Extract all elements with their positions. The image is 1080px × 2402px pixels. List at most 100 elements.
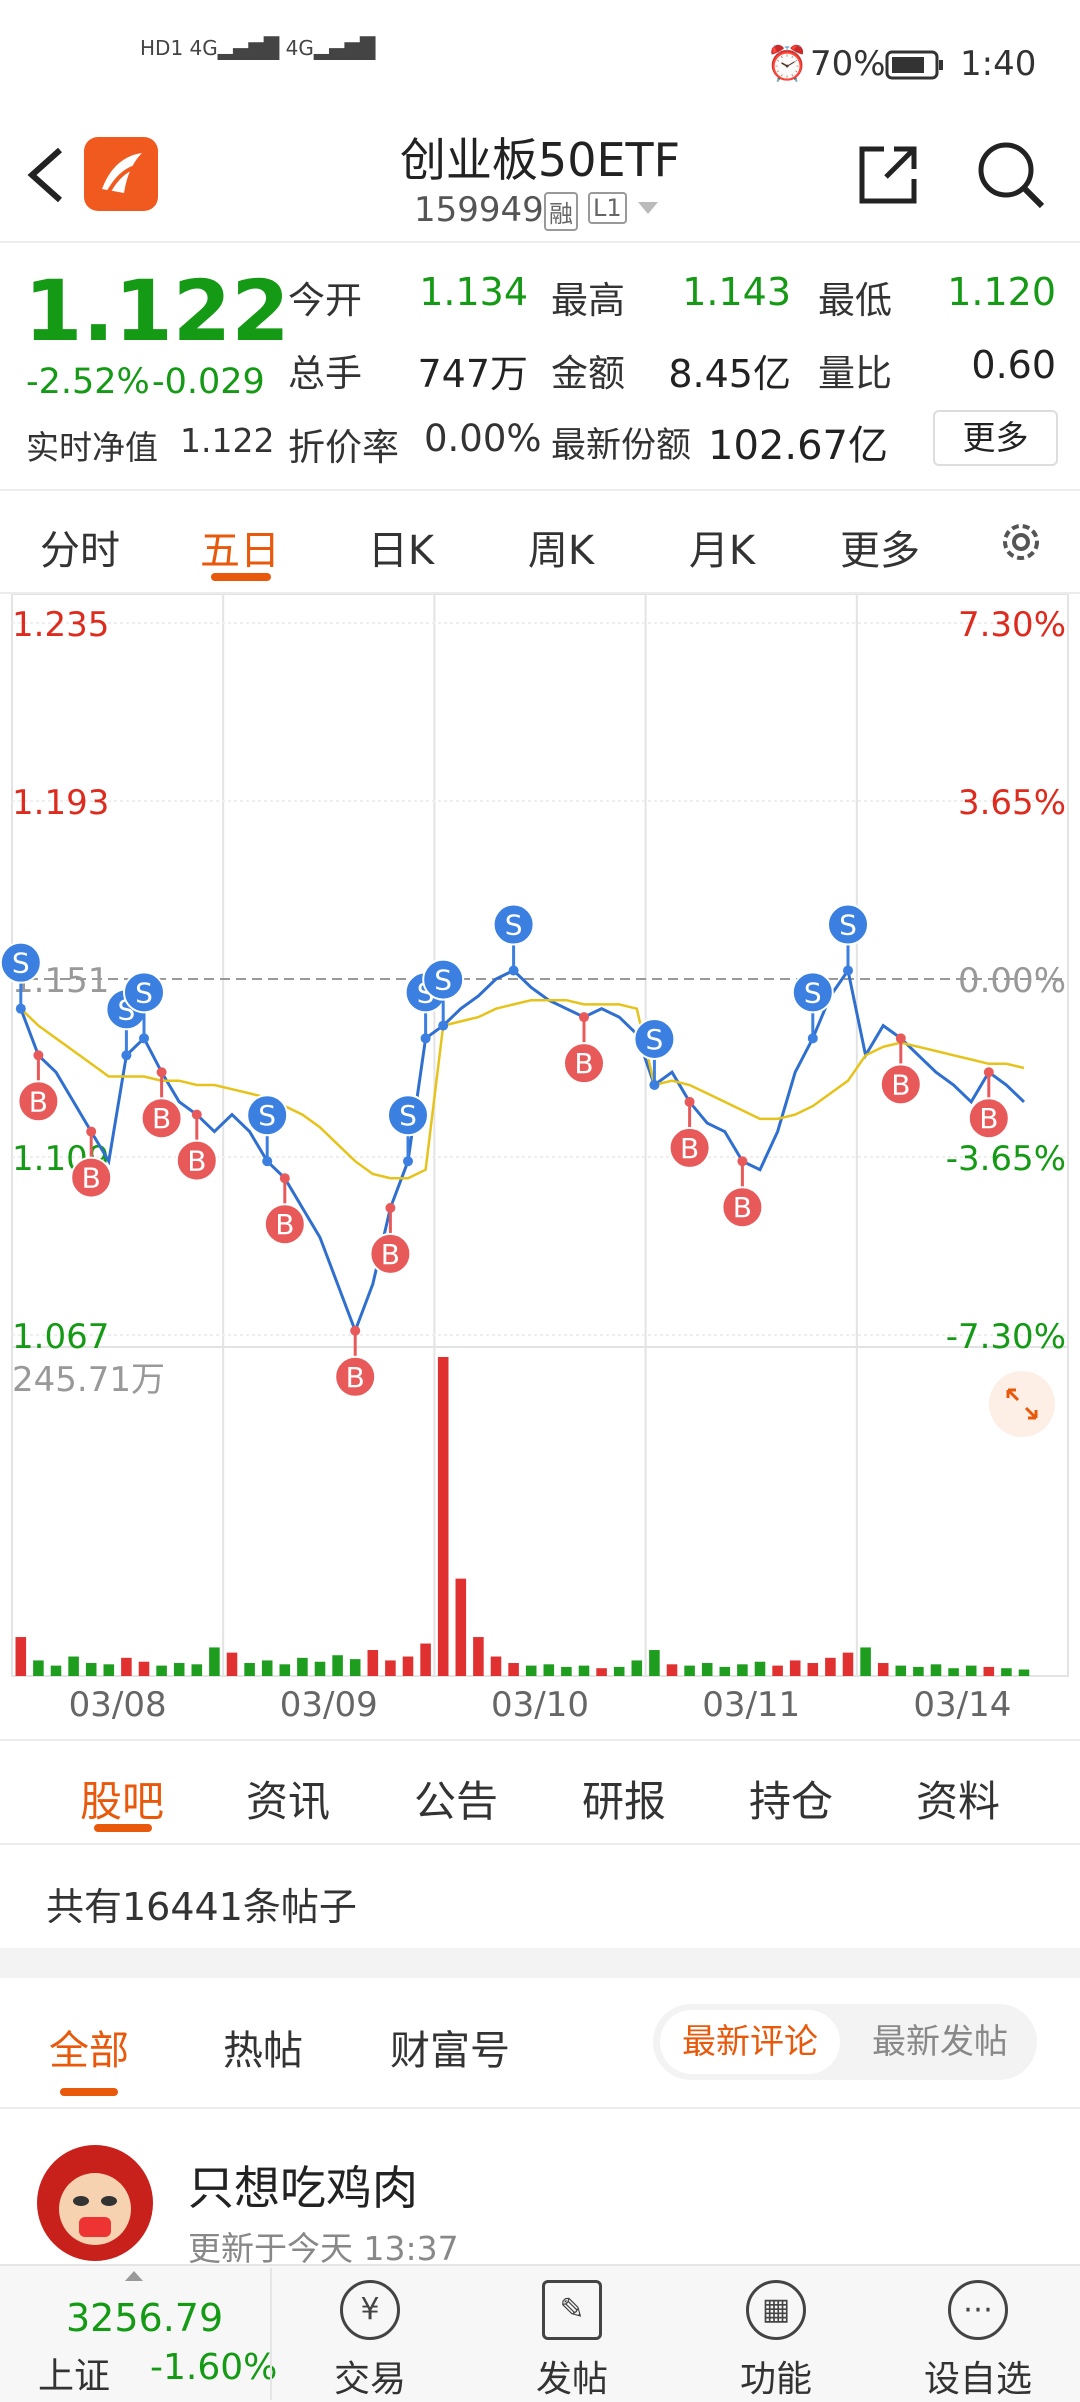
search-button[interactable]: [976, 140, 1046, 210]
volume-bar: [508, 1663, 519, 1676]
chart-tab[interactable]: 更多: [840, 528, 920, 574]
forum-tab[interactable]: 持仓: [748, 1777, 834, 1826]
alarm-icon: ⏰: [766, 44, 809, 84]
button-label[interactable]: 设自选: [923, 2359, 1033, 2400]
marker-dot: [350, 1325, 361, 1336]
volume-bar: [1018, 1669, 1030, 1676]
stat-value: 0.60: [971, 343, 1056, 387]
volume-bar: [825, 1657, 836, 1676]
volume-tick-label: 245.71万: [12, 1360, 165, 1400]
trade-marker-label: S: [646, 1023, 664, 1056]
avatar[interactable]: [35, 2143, 155, 2263]
forum-tab[interactable]: 资讯: [245, 1777, 331, 1826]
volume-bar: [807, 1663, 819, 1676]
chart-tab[interactable]: 分时: [40, 528, 120, 574]
y2-tick-label: -3.65%: [946, 1139, 1066, 1179]
price-line: [19, 966, 1026, 1336]
volume-bar: [50, 1665, 62, 1676]
volume-bar: [877, 1663, 889, 1676]
forum-tab[interactable]: 资料: [915, 1777, 1001, 1826]
volume-bar: [543, 1664, 555, 1676]
button-icon[interactable]: ✎: [542, 2280, 602, 2340]
trade-marker: [246, 1094, 289, 1137]
button-icon[interactable]: ⋯: [948, 2280, 1008, 2340]
more-button[interactable]: 更多: [933, 410, 1058, 466]
chart-tab[interactable]: 五日: [200, 528, 280, 574]
button-icon[interactable]: ¥: [340, 2280, 400, 2340]
trade-marker-label: S: [135, 976, 153, 1009]
marker-dot: [895, 1033, 906, 1044]
stock-title: 创业板50ETF: [399, 133, 681, 187]
marker-dot: [191, 1109, 202, 1120]
back-button[interactable]: [22, 145, 72, 205]
sub-tab[interactable]: 热帖: [223, 2028, 303, 2074]
y2-tick-label: 3.65%: [958, 783, 1066, 823]
dropdown-arrow[interactable]: [636, 200, 660, 216]
post-time: 更新于今天 13:37: [188, 2229, 459, 2268]
index-change[interactable]: -1.60%: [150, 2347, 278, 2388]
sub-tab[interactable]: 全部: [49, 2028, 129, 2074]
stat-label: 量比: [818, 352, 892, 395]
forum-tab[interactable]: 股吧: [79, 1777, 165, 1826]
volume-bar: [578, 1665, 590, 1676]
volume-bar: [33, 1660, 44, 1676]
divider: [0, 1843, 1080, 1845]
volume-bar: [684, 1665, 695, 1676]
y-tick-label: 1.193: [12, 783, 109, 823]
chart-tab[interactable]: 日K: [367, 528, 435, 574]
marker-dot: [579, 1012, 589, 1023]
marker-dot: [843, 965, 853, 976]
battery-icon: [885, 50, 943, 80]
forum-tab[interactable]: 公告: [413, 1777, 499, 1826]
index-name[interactable]: 上证: [38, 2356, 111, 2397]
button-icon[interactable]: ▦: [746, 2280, 806, 2340]
button-label[interactable]: 交易: [333, 2359, 407, 2400]
sort-latest-post[interactable]: 最新发帖: [872, 2022, 1008, 2062]
trade-marker-label: S: [804, 976, 822, 1009]
tab-underline: [211, 573, 271, 581]
divider: [0, 241, 1080, 243]
volume-bar: [842, 1652, 854, 1676]
nav-value: 1.122: [180, 421, 275, 460]
marker-dot: [684, 1096, 695, 1107]
plot-frame: [11, 594, 1069, 1677]
marker-dot: [438, 1020, 449, 1031]
chart-tab[interactable]: 周K: [527, 528, 595, 574]
forum-tab[interactable]: 研报: [581, 1777, 667, 1826]
chart: 1.2351.1931.1511.1091.0677.30%3.65%0.00%…: [0, 594, 1069, 1725]
button-label[interactable]: 发帖: [535, 2359, 609, 2400]
sub-tab[interactable]: 财富号: [390, 2028, 510, 2074]
trade-marker-label: B: [82, 1162, 101, 1195]
volume-bar: [930, 1664, 942, 1676]
volume-bar: [666, 1664, 678, 1676]
chart-tab[interactable]: 月K: [688, 528, 756, 574]
volume-bar: [173, 1663, 185, 1676]
stat-label: 总手: [288, 352, 362, 395]
volume-bar: [402, 1656, 414, 1676]
volume-bar: [385, 1660, 396, 1676]
sort-latest-comment[interactable]: 最新评论: [660, 2010, 840, 2074]
stock-code: 159949: [414, 190, 544, 230]
button-label[interactable]: 功能: [739, 2359, 813, 2400]
marker-dot: [139, 1033, 149, 1044]
trade-marker: [563, 1042, 605, 1085]
trade-marker-label: B: [29, 1085, 48, 1118]
username[interactable]: 只想吃鸡肉: [188, 2161, 418, 2215]
volume-bar: [631, 1660, 643, 1676]
volume-bar: [297, 1657, 308, 1676]
volume-bar: [983, 1666, 995, 1676]
volume-bar: [138, 1661, 150, 1676]
share-button[interactable]: [856, 143, 920, 207]
stat-value: 747万: [417, 352, 528, 396]
volume-bar: [349, 1659, 361, 1676]
index-value[interactable]: 3256.79: [66, 2296, 224, 2340]
trade-marker: [175, 1139, 218, 1182]
trade-marker-label: B: [680, 1132, 699, 1165]
expand-button[interactable]: [988, 1370, 1056, 1438]
y2-tick-label: -7.30%: [946, 1317, 1066, 1357]
volume-bar: [332, 1655, 343, 1676]
up-arrow: [125, 2271, 143, 2281]
clock: 1:40: [960, 44, 1037, 84]
settings-button[interactable]: [998, 519, 1044, 565]
volume-bar: [68, 1656, 79, 1676]
